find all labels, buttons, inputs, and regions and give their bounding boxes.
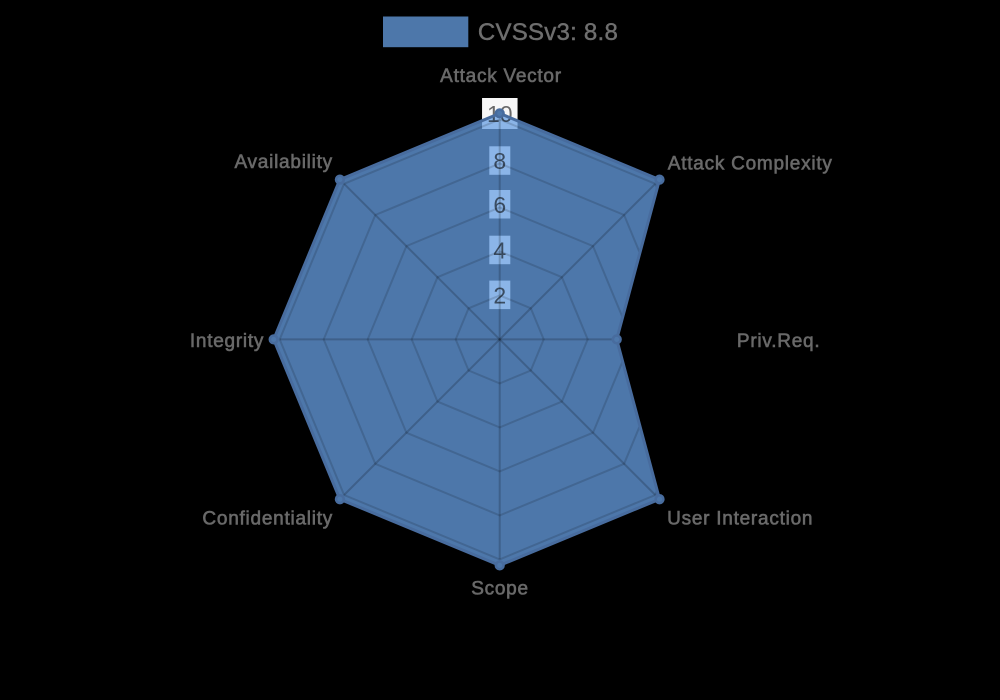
svg-text:Attack Complexity: Attack Complexity (668, 154, 833, 175)
svg-text:2: 2 (493, 283, 506, 309)
svg-text:4: 4 (493, 238, 506, 264)
svg-text:Priv.Req.: Priv.Req. (737, 331, 820, 352)
svg-text:Integrity: Integrity (190, 331, 264, 352)
svg-text:6: 6 (493, 192, 506, 218)
svg-text:Confidentiality: Confidentiality (202, 508, 333, 529)
svg-text:Availability: Availability (234, 152, 332, 173)
svg-text:Attack Vector: Attack Vector (440, 66, 562, 87)
svg-text:User Interaction: User Interaction (667, 508, 813, 529)
svg-text:CVSSv3: 8.8: CVSSv3: 8.8 (478, 19, 618, 46)
svg-text:Scope: Scope (471, 579, 529, 600)
svg-text:8: 8 (493, 148, 506, 174)
